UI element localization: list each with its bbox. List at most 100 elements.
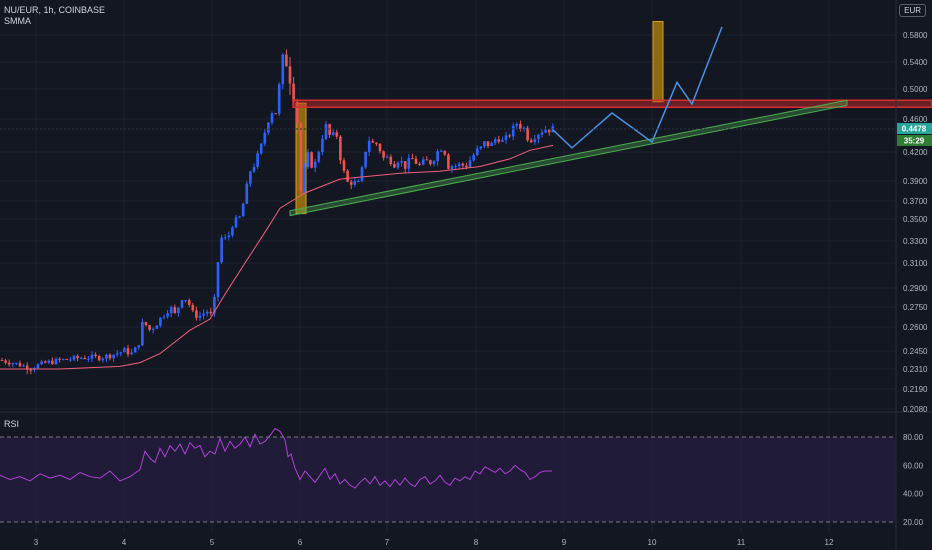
candle-body bbox=[418, 163, 421, 165]
candle-body bbox=[22, 365, 25, 367]
candle-body bbox=[177, 307, 180, 313]
candle-body bbox=[130, 352, 133, 355]
candle-body bbox=[220, 237, 223, 263]
candle-body bbox=[288, 66, 292, 84]
price-tick-label: 0.3300 bbox=[903, 237, 928, 246]
candle-body bbox=[4, 360, 7, 363]
candle-body bbox=[508, 135, 511, 137]
rsi-tick-label: 20.00 bbox=[903, 518, 924, 527]
candle-body bbox=[47, 360, 51, 363]
candle-body bbox=[321, 138, 324, 153]
candle-body bbox=[407, 158, 411, 169]
indicator-label[interactable]: SMMA bbox=[4, 16, 31, 26]
candle-body bbox=[119, 352, 123, 354]
candle-body bbox=[69, 359, 72, 361]
candle-body bbox=[504, 135, 508, 140]
candle-body bbox=[159, 317, 162, 326]
price-tick-label: 0.4600 bbox=[903, 115, 928, 124]
price-tick-label: 0.2080 bbox=[903, 405, 928, 414]
candle-body bbox=[180, 300, 184, 308]
time-tick-label: 4 bbox=[122, 538, 127, 547]
candle-body bbox=[162, 316, 166, 318]
candle-body bbox=[202, 313, 205, 316]
price-tick-label: 0.2900 bbox=[903, 284, 928, 293]
candle-body bbox=[429, 160, 432, 165]
candle-body bbox=[339, 136, 342, 161]
candle-body bbox=[346, 170, 349, 182]
support-trendline bbox=[289, 99, 848, 217]
candle-body bbox=[436, 151, 439, 162]
candle-body bbox=[360, 167, 364, 182]
candle-body bbox=[252, 166, 256, 172]
candle-body bbox=[511, 125, 515, 137]
candle-body bbox=[357, 181, 360, 183]
price-axis[interactable]: 0.5800 0.5400 0.5000 0.4600 0.4200 0.3900 0.37… bbox=[903, 31, 928, 414]
candle-body bbox=[389, 156, 393, 164]
candle-body bbox=[184, 300, 187, 302]
candle-body bbox=[497, 139, 501, 142]
candle-body bbox=[425, 159, 429, 161]
candle-body bbox=[155, 325, 159, 329]
candle-body bbox=[43, 361, 47, 363]
candle-body bbox=[472, 155, 475, 161]
price-tag: 0.4478 35:29 bbox=[897, 123, 932, 146]
candle-body bbox=[331, 132, 335, 135]
time-tick-label: 10 bbox=[648, 538, 657, 547]
candle-body bbox=[285, 54, 288, 67]
candle-body bbox=[378, 144, 382, 152]
time-tick-label: 11 bbox=[737, 538, 746, 547]
candle-body bbox=[432, 161, 436, 165]
candle-body bbox=[526, 127, 529, 141]
candle-body bbox=[501, 139, 504, 142]
candle-body bbox=[115, 353, 119, 355]
candle-body bbox=[342, 160, 346, 171]
candle-body bbox=[522, 127, 526, 129]
candle-body bbox=[148, 325, 151, 330]
candle-body bbox=[403, 161, 407, 169]
smma-line bbox=[0, 144, 554, 370]
candle-body bbox=[371, 140, 375, 143]
candle-body bbox=[241, 203, 245, 217]
candle-body bbox=[411, 158, 414, 160]
candle-body bbox=[79, 358, 83, 360]
candle-body bbox=[396, 162, 400, 168]
candle-body bbox=[367, 140, 371, 152]
candle-body bbox=[61, 358, 65, 360]
candle-body bbox=[123, 348, 126, 353]
candle-body bbox=[335, 132, 339, 137]
candle-body bbox=[450, 166, 454, 169]
candle-body bbox=[54, 358, 58, 365]
candle-body bbox=[353, 181, 357, 185]
candle-body bbox=[238, 216, 241, 218]
price-tag-timer: 35:29 bbox=[904, 137, 925, 146]
candle-body bbox=[479, 146, 483, 149]
candle-body bbox=[447, 154, 450, 169]
candle-body bbox=[151, 328, 155, 330]
candle-body bbox=[328, 124, 331, 135]
rsi-tick-label: 40.00 bbox=[903, 490, 924, 499]
rsi-axis: 80.00 60.00 40.00 20.00 bbox=[903, 433, 924, 527]
candle-body bbox=[461, 163, 465, 166]
candle-body bbox=[169, 307, 173, 314]
candle-body bbox=[231, 227, 234, 236]
symbol-title[interactable]: NU/EUR, 1h, COINBASE bbox=[4, 5, 106, 15]
candle-body bbox=[299, 123, 303, 192]
candle-body bbox=[457, 163, 461, 167]
price-tick-label: 0.2310 bbox=[903, 365, 928, 374]
currency-button[interactable]: EUR bbox=[899, 4, 926, 17]
candle-body bbox=[166, 313, 169, 317]
candle-body bbox=[94, 354, 97, 356]
candle-body bbox=[126, 348, 130, 355]
candle-body bbox=[281, 54, 285, 85]
candle-body bbox=[544, 129, 547, 133]
price-tick-label: 0.2600 bbox=[903, 323, 928, 332]
candle-body bbox=[486, 141, 490, 147]
rsi-label[interactable]: RSI bbox=[4, 419, 20, 429]
candle-body bbox=[105, 354, 108, 359]
candle-body bbox=[36, 364, 40, 369]
candle-body bbox=[421, 159, 425, 165]
candle-body bbox=[18, 362, 22, 367]
time-axis[interactable]: 3 4 5 6 7 8 9 10 11 12 bbox=[34, 538, 834, 547]
rsi-tick-label: 60.00 bbox=[903, 461, 924, 470]
